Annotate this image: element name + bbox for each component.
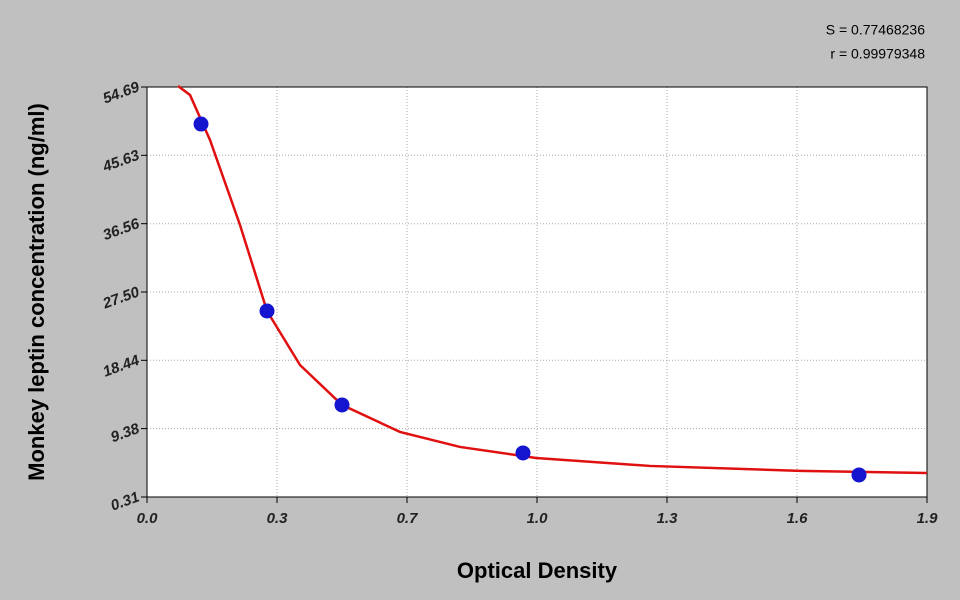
annotation: S = 0.77468236 [826, 22, 925, 38]
x-tick-label: 1.3 [657, 510, 679, 527]
x-tick-label: 1.6 [787, 510, 809, 527]
x-tick-label: 0.0 [137, 510, 159, 527]
x-tick-label: 0.7 [397, 510, 419, 527]
x-tick-label: 1.9 [917, 510, 939, 527]
annotation: r = 0.99979348 [830, 46, 925, 62]
data-point [851, 467, 867, 483]
x-axis-label: Optical Density [457, 558, 618, 583]
x-tick-label: 1.0 [527, 510, 549, 527]
plot-frame [146, 86, 928, 498]
data-point [515, 445, 531, 461]
data-point [193, 116, 209, 132]
x-tick-label: 0.3 [267, 510, 289, 527]
y-axis-label: Monkey leptin concentration (ng/ml) [24, 103, 49, 481]
data-point [259, 303, 275, 319]
data-point [334, 397, 350, 413]
